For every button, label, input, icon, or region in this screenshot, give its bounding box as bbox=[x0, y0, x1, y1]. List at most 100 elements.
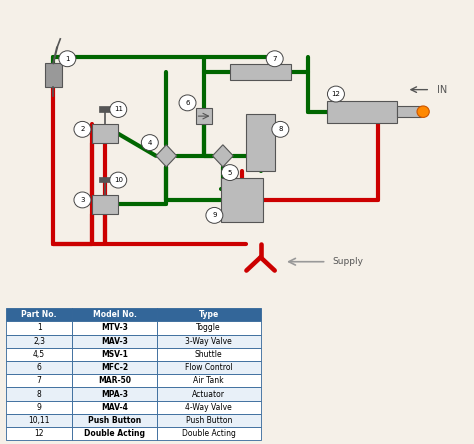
Bar bbox=[6, 334, 72, 348]
Text: 12: 12 bbox=[331, 91, 340, 97]
Bar bbox=[157, 388, 261, 400]
Bar bbox=[220, 178, 263, 222]
Bar bbox=[6, 374, 72, 388]
Text: 4,5: 4,5 bbox=[33, 350, 45, 359]
Text: Push Button: Push Button bbox=[88, 416, 141, 425]
Bar bbox=[6, 414, 72, 427]
Text: MAV-4: MAV-4 bbox=[101, 403, 128, 412]
Bar bbox=[72, 348, 157, 361]
Text: Type: Type bbox=[199, 310, 219, 319]
Circle shape bbox=[221, 165, 238, 181]
Text: 11: 11 bbox=[114, 107, 123, 112]
Text: 10: 10 bbox=[114, 177, 123, 183]
Text: 8: 8 bbox=[278, 127, 283, 132]
Bar bbox=[157, 374, 261, 388]
Bar bbox=[6, 308, 72, 321]
Text: 6: 6 bbox=[185, 100, 190, 106]
Text: MPA-3: MPA-3 bbox=[101, 389, 128, 399]
Bar bbox=[6, 321, 72, 334]
Bar bbox=[157, 400, 261, 414]
Bar bbox=[157, 427, 261, 440]
Text: 3-Way Valve: 3-Way Valve bbox=[185, 337, 232, 345]
Bar bbox=[6, 388, 72, 400]
Bar bbox=[72, 427, 157, 440]
Text: MAR-50: MAR-50 bbox=[98, 377, 131, 385]
Bar bbox=[92, 194, 118, 214]
Bar bbox=[157, 308, 261, 321]
Bar bbox=[6, 400, 72, 414]
Text: Part No.: Part No. bbox=[21, 310, 57, 319]
Text: IN: IN bbox=[437, 85, 447, 95]
Text: 12: 12 bbox=[34, 429, 44, 438]
Text: 7: 7 bbox=[36, 377, 42, 385]
Bar bbox=[157, 321, 261, 334]
Circle shape bbox=[110, 102, 127, 117]
Bar bbox=[72, 414, 157, 427]
Circle shape bbox=[272, 121, 289, 137]
Text: Push Button: Push Button bbox=[185, 416, 232, 425]
Text: Toggle: Toggle bbox=[196, 323, 221, 333]
Text: Flow Control: Flow Control bbox=[185, 363, 233, 372]
Bar bbox=[157, 334, 261, 348]
Text: 1: 1 bbox=[65, 56, 70, 62]
Text: 7: 7 bbox=[273, 56, 277, 62]
Circle shape bbox=[110, 172, 127, 188]
Polygon shape bbox=[156, 145, 177, 167]
Bar bbox=[6, 348, 72, 361]
Text: Supply: Supply bbox=[332, 257, 363, 266]
Text: Actuator: Actuator bbox=[192, 389, 225, 399]
Text: MSV-1: MSV-1 bbox=[101, 350, 128, 359]
Text: 9: 9 bbox=[212, 212, 217, 218]
Text: Air Tank: Air Tank bbox=[193, 377, 224, 385]
Bar bbox=[92, 124, 118, 143]
Bar bbox=[72, 374, 157, 388]
Circle shape bbox=[141, 135, 158, 151]
Text: 2: 2 bbox=[80, 127, 85, 132]
Bar bbox=[72, 388, 157, 400]
Bar bbox=[397, 107, 421, 117]
Bar bbox=[157, 348, 261, 361]
Text: MFC-2: MFC-2 bbox=[101, 363, 128, 372]
Bar bbox=[327, 101, 397, 123]
Bar bbox=[246, 114, 275, 171]
Bar bbox=[6, 361, 72, 374]
Text: 3: 3 bbox=[80, 197, 85, 203]
Text: MAV-3: MAV-3 bbox=[101, 337, 128, 345]
Text: Double Acting: Double Acting bbox=[182, 429, 236, 438]
Text: MTV-3: MTV-3 bbox=[101, 323, 128, 333]
Bar bbox=[72, 361, 157, 374]
Circle shape bbox=[206, 207, 223, 223]
Text: 10,11: 10,11 bbox=[28, 416, 50, 425]
Circle shape bbox=[74, 121, 91, 137]
Text: 5: 5 bbox=[228, 170, 232, 175]
Bar bbox=[157, 361, 261, 374]
Text: Double Acting: Double Acting bbox=[84, 429, 145, 438]
Bar bbox=[230, 64, 291, 80]
Text: Shuttle: Shuttle bbox=[195, 350, 222, 359]
Text: 2,3: 2,3 bbox=[33, 337, 45, 345]
Text: 4: 4 bbox=[147, 139, 152, 146]
Text: 9: 9 bbox=[36, 403, 42, 412]
Circle shape bbox=[266, 51, 283, 67]
Circle shape bbox=[179, 95, 196, 111]
Circle shape bbox=[328, 86, 345, 102]
Bar bbox=[6, 427, 72, 440]
Bar bbox=[72, 308, 157, 321]
Bar bbox=[100, 107, 111, 112]
Bar bbox=[196, 108, 212, 124]
Text: 1: 1 bbox=[36, 323, 41, 333]
Circle shape bbox=[74, 192, 91, 208]
Polygon shape bbox=[212, 145, 233, 167]
Text: Model No.: Model No. bbox=[92, 310, 137, 319]
Bar bbox=[45, 63, 62, 87]
Bar bbox=[100, 177, 111, 182]
Bar bbox=[157, 414, 261, 427]
Text: 8: 8 bbox=[36, 389, 41, 399]
Text: 4-Way Valve: 4-Way Valve bbox=[185, 403, 232, 412]
Bar bbox=[72, 334, 157, 348]
Bar bbox=[72, 321, 157, 334]
Bar bbox=[72, 400, 157, 414]
Circle shape bbox=[59, 51, 76, 67]
Circle shape bbox=[417, 106, 429, 117]
Text: 6: 6 bbox=[36, 363, 42, 372]
